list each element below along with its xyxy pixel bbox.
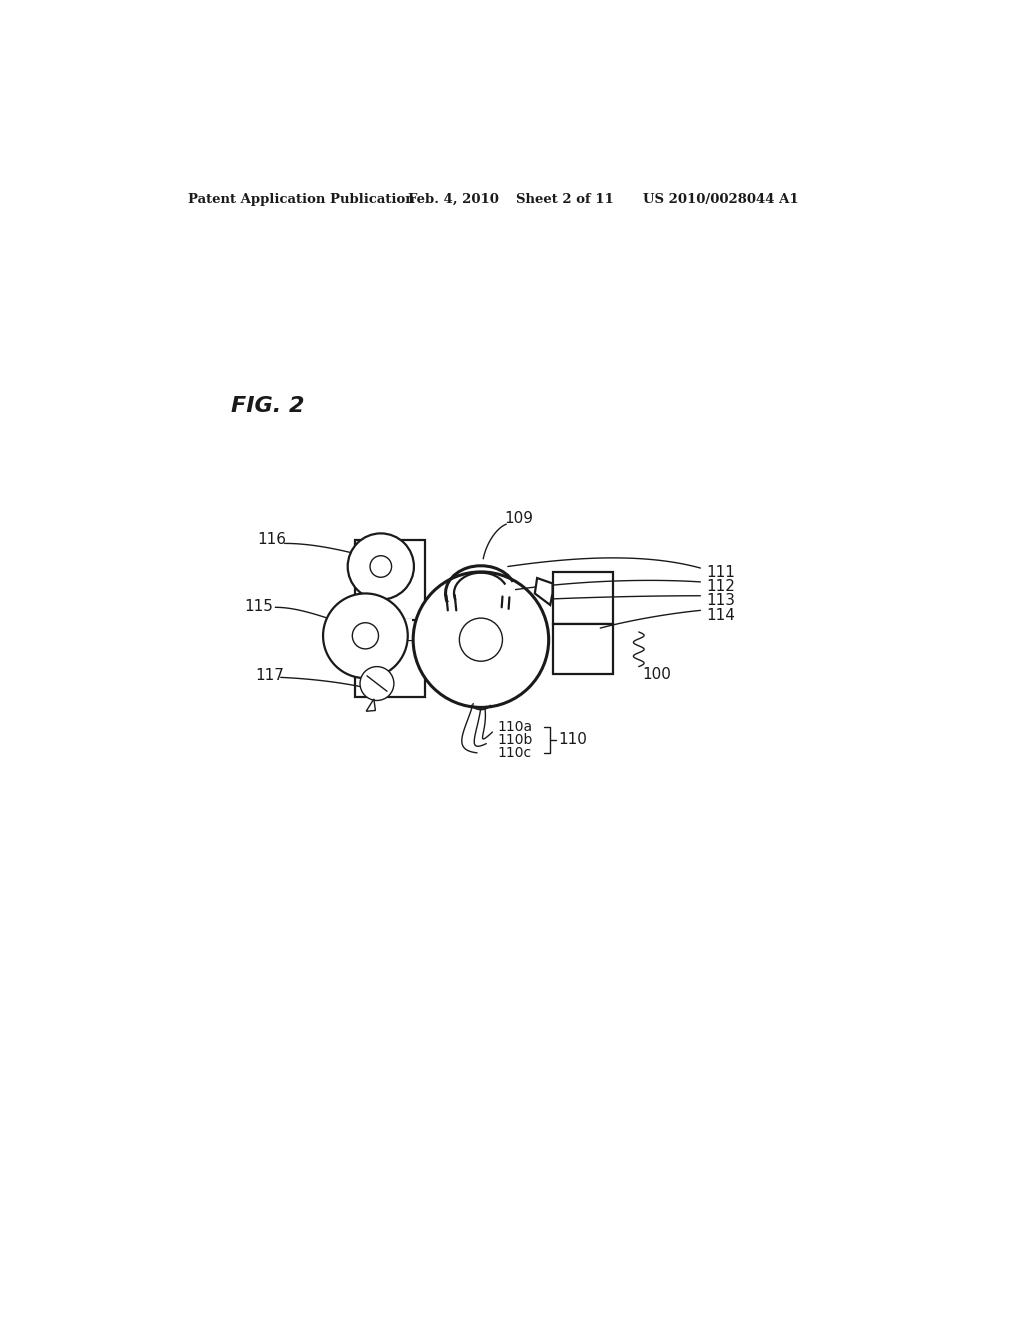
Text: 109: 109: [505, 511, 534, 527]
Circle shape: [370, 556, 391, 577]
Text: 117: 117: [255, 668, 285, 684]
Bar: [355, 640, 425, 697]
Text: 113: 113: [707, 593, 735, 609]
Circle shape: [460, 618, 503, 661]
Circle shape: [360, 667, 394, 701]
Text: 115: 115: [245, 599, 273, 614]
Text: 114: 114: [707, 607, 735, 623]
Text: 110b: 110b: [497, 733, 532, 747]
Bar: [370, 619, 412, 640]
Polygon shape: [535, 578, 553, 605]
Bar: [553, 572, 612, 624]
Text: 116: 116: [258, 532, 287, 546]
Circle shape: [323, 594, 408, 678]
Text: 100: 100: [643, 667, 672, 682]
Bar: [355, 540, 425, 620]
Polygon shape: [367, 700, 376, 711]
Text: 112: 112: [707, 579, 735, 594]
Text: US 2010/0028044 A1: US 2010/0028044 A1: [643, 193, 799, 206]
Circle shape: [352, 623, 379, 649]
Text: 110c: 110c: [497, 746, 531, 760]
Text: Feb. 4, 2010: Feb. 4, 2010: [408, 193, 499, 206]
Text: Patent Application Publication: Patent Application Publication: [188, 193, 415, 206]
Circle shape: [348, 533, 414, 599]
Text: FIG. 2: FIG. 2: [230, 396, 304, 417]
Text: 111: 111: [707, 565, 735, 581]
Circle shape: [413, 572, 549, 708]
Text: 110a: 110a: [497, 719, 532, 734]
Text: 110: 110: [559, 733, 588, 747]
Bar: [553, 624, 612, 675]
Text: Sheet 2 of 11: Sheet 2 of 11: [515, 193, 613, 206]
